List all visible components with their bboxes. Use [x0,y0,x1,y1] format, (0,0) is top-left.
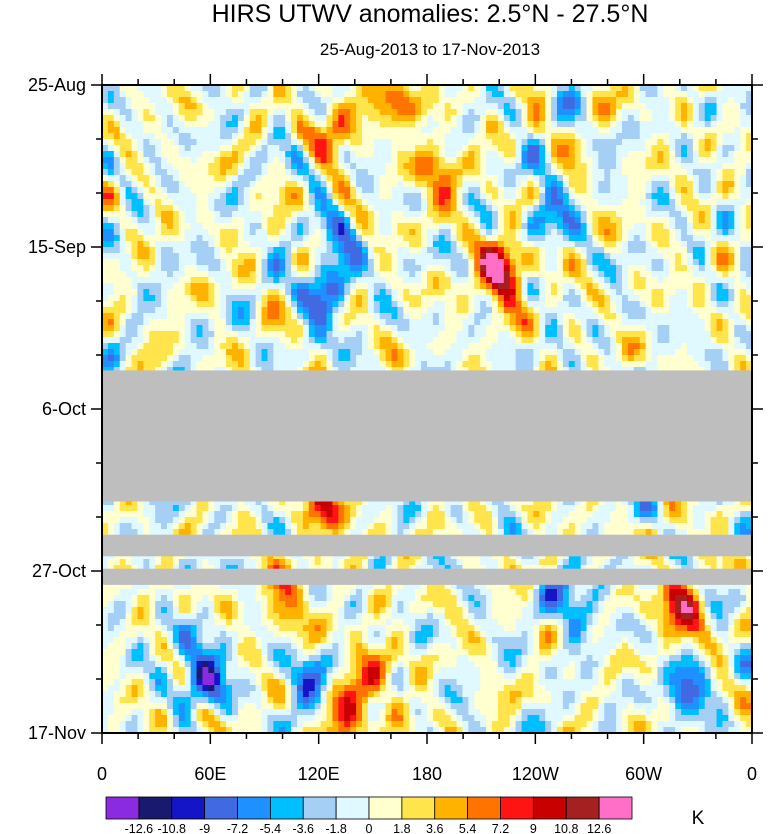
colorbar-level-label: -9 [199,822,210,834]
missing-data-band [102,370,752,502]
colorbar-level-label: 10.8 [554,822,578,834]
colorbar-swatch [237,796,271,820]
colorbar-level-label: -3.6 [292,822,314,834]
y-tick-label: 6-Oct [42,399,86,419]
y-tick-label: 27-Oct [32,561,86,581]
colorbar-level-label: -12.6 [125,822,154,834]
colorbar-unit-label: K [692,808,705,829]
colorbar-level-label: -10.8 [158,822,187,834]
colorbar-swatch [171,796,206,820]
x-tick-label: 0 [97,764,107,784]
colorbar-level-label: -5.4 [260,822,282,834]
colorbar-level-label: 12.6 [587,822,611,834]
colorbar: -12.6 -10.8 -9 -7.2 -5.4 -3.6 -1.8 0 1.8 3.6 5.4 7.… [105,796,705,834]
x-tick-label: 180 [412,764,442,784]
colorbar-swatch [204,796,238,820]
chart-subtitle: 25-Aug-2013 to 17-Nov-2013 [319,40,541,59]
colorbar-level-label: 9 [530,822,537,834]
x-tick-label: 120W [512,764,559,784]
colorbar-swatch [368,796,403,820]
colorbar-swatch [335,796,370,820]
colorbar-level-label: 5.4 [459,822,476,834]
chart-title: HIRS UTWV anomalies: 2.5°N - 27.5°N [211,0,649,28]
y-tick-label: 15-Sep [28,237,86,257]
x-tick-label: 120E [298,764,340,784]
colorbar-swatch [500,796,534,820]
colorbar-swatch [532,796,567,820]
y-tick-label: 17-Nov [28,723,86,743]
colorbar-swatch [467,796,501,820]
x-tick-label: 60W [625,764,662,784]
missing-data-band [102,534,752,557]
y-axis: 25-Aug 15-Sep 6-Oct 27-Oct 17-Nov [28,75,763,743]
colorbar-level-label: 3.6 [426,822,443,834]
colorbar-swatch [565,796,600,820]
colorbar-swatch [598,796,633,820]
heatmap-field [102,85,753,734]
colorbar-swatch [269,796,304,820]
colorbar-level-label: 1.8 [393,822,410,834]
missing-data-band [102,568,752,585]
y-tick-label: 25-Aug [28,75,86,95]
colorbar-level-label: 0 [366,822,373,834]
x-axis: 0 60E 120E 180 120W 60W 0 [97,74,757,784]
colorbar-level-label: -1.8 [325,822,347,834]
colorbar-swatch [434,796,469,820]
colorbar-swatch [105,796,140,820]
x-tick-label: 60E [194,764,226,784]
colorbar-swatch [401,796,436,820]
missing-data-bands [102,370,752,585]
colorbar-swatch [302,796,337,820]
colorbar-level-label: -7.2 [227,822,249,834]
colorbar-swatch [138,796,173,820]
x-tick-label: 0 [747,764,757,784]
colorbar-level-label: 7.2 [492,822,509,834]
